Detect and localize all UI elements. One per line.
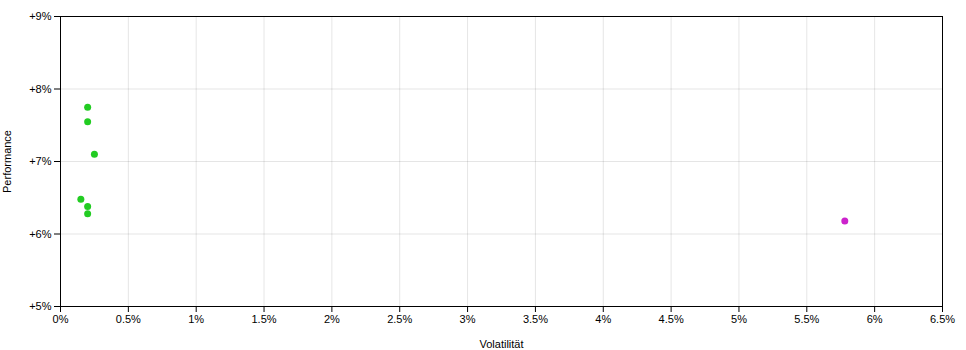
svg-text:+5%: +5% bbox=[29, 300, 52, 312]
svg-text:4.5%: 4.5% bbox=[659, 313, 684, 325]
svg-text:3%: 3% bbox=[460, 313, 476, 325]
svg-text:3.5%: 3.5% bbox=[523, 313, 548, 325]
svg-text:4%: 4% bbox=[595, 313, 611, 325]
svg-text:+8%: +8% bbox=[29, 83, 52, 95]
svg-text:Performance: Performance bbox=[1, 130, 13, 193]
svg-text:0%: 0% bbox=[53, 313, 69, 325]
svg-text:2.5%: 2.5% bbox=[387, 313, 412, 325]
svg-text:Volatilität: Volatilität bbox=[479, 338, 523, 350]
svg-text:+7%: +7% bbox=[29, 155, 52, 167]
svg-text:1%: 1% bbox=[188, 313, 204, 325]
svg-text:+6%: +6% bbox=[29, 228, 52, 240]
svg-text:2%: 2% bbox=[324, 313, 340, 325]
svg-text:6%: 6% bbox=[867, 313, 883, 325]
svg-text:+9%: +9% bbox=[29, 10, 52, 22]
svg-text:6.5%: 6.5% bbox=[930, 313, 955, 325]
svg-text:0.5%: 0.5% bbox=[116, 313, 141, 325]
svg-text:5%: 5% bbox=[731, 313, 747, 325]
svg-text:1.5%: 1.5% bbox=[251, 313, 276, 325]
svg-text:5.5%: 5.5% bbox=[794, 313, 819, 325]
